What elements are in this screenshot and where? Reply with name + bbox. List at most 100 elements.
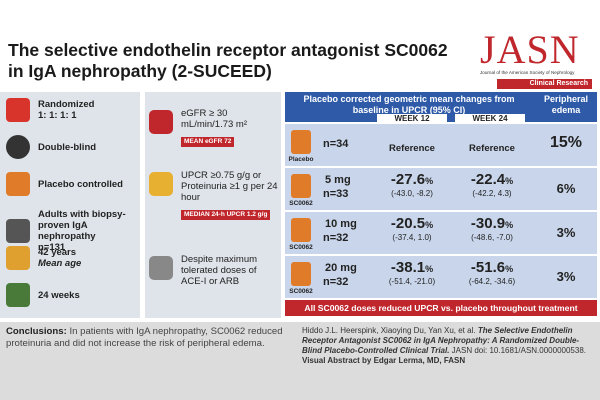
- drug-icon: [291, 130, 311, 154]
- icon: [149, 172, 173, 196]
- criterion: eGFR ≥ 30 mL/min/1.73 m² MEAN eGFR 72: [149, 108, 279, 148]
- confidence-interval: (-51.4, -21.0): [388, 277, 436, 286]
- effect: -20.5%: [372, 215, 452, 233]
- criterion-badge: MEDIAN 24-h UPCR 1.2 g/g: [181, 210, 271, 220]
- criterion-badge: MEAN eGFR 72: [181, 137, 235, 147]
- effect-value: -22.4: [470, 171, 506, 188]
- icon: [6, 172, 30, 196]
- design-sub: Mean age: [38, 258, 82, 269]
- effect-value: -30.9: [470, 215, 506, 232]
- criterion-text: Despite maximum tolerated doses of ACE-I…: [181, 254, 258, 287]
- article-title: The Selective Endothelin Receptor Antago…: [302, 326, 580, 355]
- result-row: SC0062 5 mg n=33 -27.6% (-43.0, -8.2) -22.4%(…: [285, 168, 597, 210]
- group-n: n=33: [323, 188, 349, 200]
- design-text: Randomized 1: 1: 1: 1: [38, 99, 94, 121]
- effect: -30.9%: [452, 215, 532, 233]
- criterion-body: Despite maximum tolerated doses of ACE-I…: [181, 254, 279, 287]
- result-cell: -38.1% (-51.4, -21.0): [372, 259, 452, 286]
- drug-label: SC0062: [289, 200, 313, 207]
- drug-icon: [291, 218, 311, 242]
- effect-value: -51.6: [470, 259, 506, 276]
- icon: [6, 246, 30, 270]
- conclusion-label: Conclusions:: [6, 326, 67, 337]
- edema-value: 6%: [556, 181, 576, 196]
- journal-logo: JASN: [480, 27, 580, 72]
- week-header: WEEK 24: [455, 114, 525, 123]
- design-text: Placebo controlled: [38, 179, 123, 190]
- effect: -38.1%: [372, 259, 452, 277]
- confidence-interval: (-42.2, 4.3): [472, 189, 512, 198]
- edema-value: 15%: [549, 134, 583, 151]
- section-label: Clinical Research: [497, 79, 592, 89]
- icon: [149, 110, 173, 134]
- confidence-interval: (-43.0, -8.2): [391, 189, 433, 198]
- confidence-interval: (-48.6, -7.0): [471, 233, 513, 242]
- group-n: n=32: [323, 276, 349, 288]
- credit: Visual Abstract by Edgar Lerma, MD, FASN: [302, 356, 466, 365]
- citation: Hiddo J.L. Heerspink, Xiaoying Du, Yan X…: [302, 326, 596, 366]
- group-n: n=32: [323, 232, 349, 244]
- design-sub: 1: 1: 1: 1: [38, 110, 77, 121]
- design-item: Randomized 1: 1: 1: 1: [6, 98, 140, 122]
- results-title: Placebo corrected geometric mean changes…: [303, 94, 515, 115]
- journal-name: Journal of the American Society of Nephr…: [480, 70, 575, 75]
- icon: [6, 283, 30, 307]
- effect: -51.6%: [452, 259, 532, 277]
- result-row: SC0062 20 mg n=32 -38.1% (-51.4, -21.0) -51.6…: [285, 256, 597, 298]
- design-item: Placebo controlled: [6, 172, 140, 196]
- result-row: Placebo n=34 Reference Reference 15%: [285, 124, 597, 166]
- drug-label: Placebo: [288, 156, 314, 163]
- design-main: Placebo controlled: [38, 178, 123, 190]
- result-cell: -30.9% (-48.6, -7.0): [452, 215, 532, 242]
- effect-unit: %: [505, 220, 514, 230]
- result-cell: Reference: [452, 138, 532, 156]
- dose: 20 mg: [325, 262, 357, 274]
- icon: [6, 98, 30, 122]
- effect: -22.4%: [452, 171, 532, 189]
- criteria-panel: eGFR ≥ 30 mL/min/1.73 m² MEAN eGFR 72 UPCR…: [145, 92, 281, 318]
- reference: Reference: [469, 143, 515, 154]
- result-cell: -27.6% (-43.0, -8.2): [372, 171, 452, 198]
- criterion: Despite maximum tolerated doses of ACE-I…: [149, 254, 279, 287]
- effect-value: -38.1: [390, 259, 426, 276]
- criterion-text: UPCR ≥0.75 g/g or Proteinuria ≥1 g per 2…: [181, 170, 278, 203]
- drug-label: SC0062: [289, 244, 313, 251]
- drug-icon: [291, 262, 311, 286]
- result-row: SC0062 10 mg n=32 -20.5% (-37.4, 1.0) -30.9%(…: [285, 212, 597, 254]
- criterion-text: eGFR ≥ 30 mL/min/1.73 m²: [181, 108, 247, 130]
- week-header: WEEK 12: [377, 114, 447, 123]
- result-cell: -51.6% (-64.2, -34.6): [452, 259, 532, 286]
- effect-value: -27.6: [390, 171, 426, 188]
- title: The selective endothelin receptor antago…: [8, 40, 448, 81]
- conclusion-text: In patients with IgA nephropathy, SC0062…: [6, 326, 283, 349]
- source: JASN doi: 10.1681/ASN.0000000538.: [451, 346, 586, 355]
- edema-value: 3%: [556, 225, 576, 240]
- results-header: Placebo corrected geometric mean changes…: [285, 92, 597, 123]
- design-text: Adults with biopsy-proven IgA nephropath…: [38, 209, 140, 253]
- effect-unit: %: [425, 176, 434, 186]
- dose: 10 mg: [325, 218, 357, 230]
- design-text: Double-blind: [38, 142, 96, 153]
- design-panel: Randomized 1: 1: 1: 1 Double-blind Placebo …: [0, 92, 140, 318]
- edema-header: Peripheral edema: [543, 94, 589, 115]
- design-text: 42 years Mean age: [38, 247, 81, 269]
- criterion-body: eGFR ≥ 30 mL/min/1.73 m² MEAN eGFR 72: [181, 108, 279, 148]
- footer-band: [0, 322, 600, 400]
- results-footer: All SC0062 doses reduced UPCR vs. placeb…: [285, 300, 597, 316]
- icon: [6, 219, 30, 243]
- design-item: Double-blind: [6, 135, 140, 159]
- design-main: 24 weeks: [38, 289, 80, 301]
- effect-unit: %: [505, 176, 514, 186]
- criterion-body: UPCR ≥0.75 g/g or Proteinuria ≥1 g per 2…: [181, 170, 279, 221]
- confidence-interval: (-37.4, 1.0): [392, 233, 432, 242]
- result-cell: -22.4% (-42.2, 4.3): [452, 171, 532, 198]
- effect-unit: %: [425, 220, 434, 230]
- edema-value: 3%: [556, 269, 576, 284]
- dose: 5 mg: [325, 174, 351, 186]
- design-main: Adults with biopsy-proven IgA nephropath…: [38, 209, 126, 242]
- result-cell: -20.5% (-37.4, 1.0): [372, 215, 452, 242]
- design-item: Adults with biopsy-proven IgA nephropath…: [6, 209, 140, 253]
- icon: [149, 256, 173, 280]
- drug-label: SC0062: [289, 288, 313, 295]
